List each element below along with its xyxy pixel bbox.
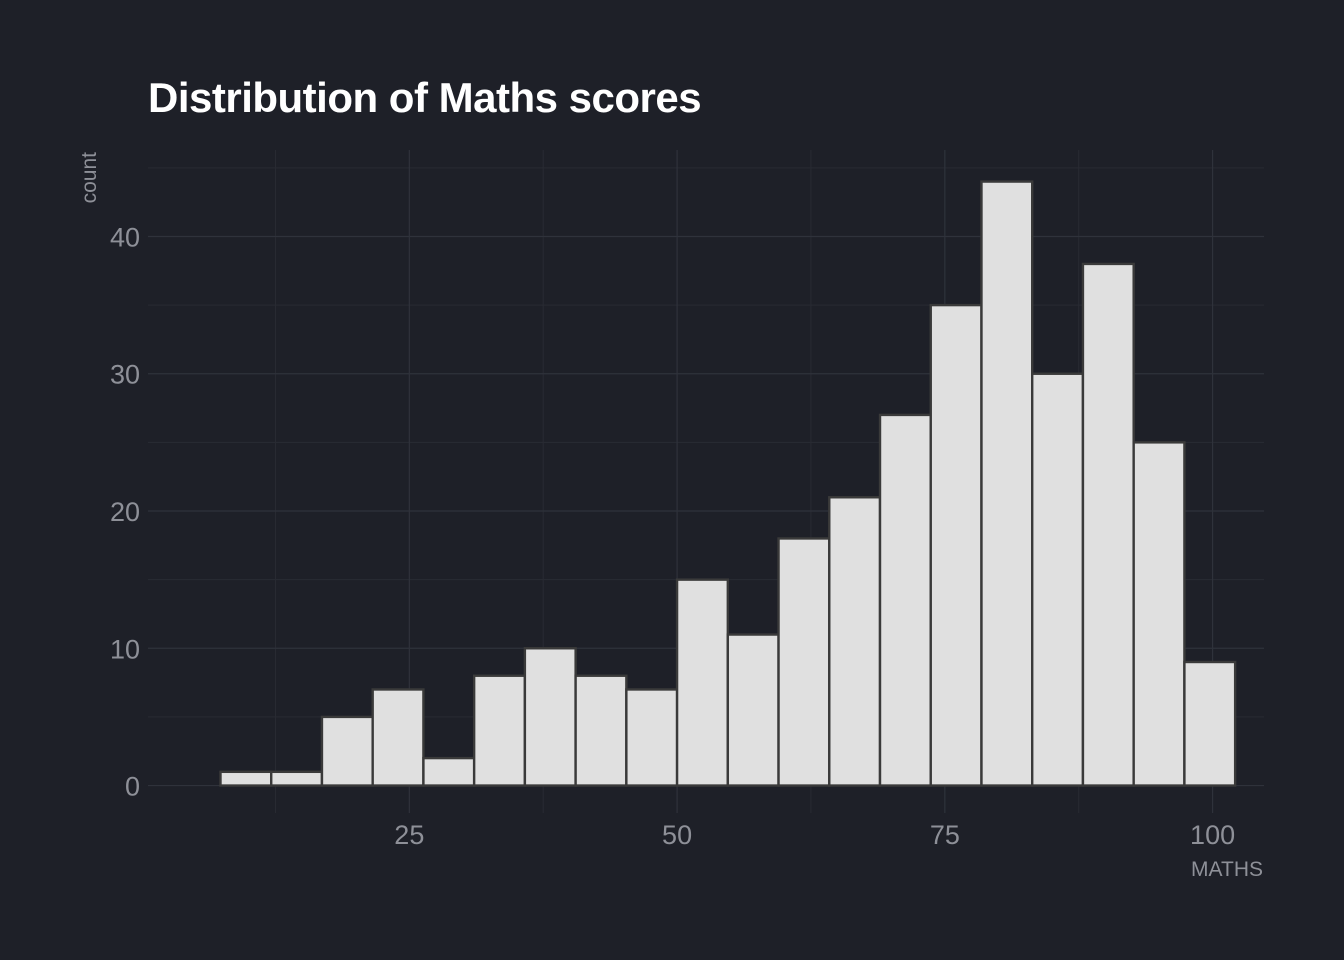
histogram-bar <box>878 413 932 787</box>
histogram-bar <box>320 715 374 787</box>
x-tick-label: 50 <box>662 820 692 850</box>
histogram-bar <box>726 633 780 787</box>
x-tick-label: 25 <box>394 820 424 850</box>
histogram-bar <box>1183 660 1237 787</box>
y-axis-title: count <box>78 152 101 204</box>
y-tick-label: 20 <box>110 497 140 527</box>
histogram-bar <box>472 674 527 787</box>
histogram-bar <box>929 303 983 787</box>
y-tick-label: 0 <box>125 772 140 802</box>
x-axis-title: MATHS <box>1191 858 1263 881</box>
labels-layer: 25 50 75 100 0 10 20 30 40 <box>110 222 1235 850</box>
histogram-bar <box>219 770 273 787</box>
histogram-bar <box>523 647 577 787</box>
y-tick-label: 10 <box>110 634 140 664</box>
histogram-bar <box>675 578 730 787</box>
histogram-bar <box>574 674 628 787</box>
histogram-bar <box>625 688 679 787</box>
histogram-bar <box>980 180 1034 787</box>
histogram-bar <box>1031 372 1085 787</box>
chart-title: Distribution of Maths scores <box>148 74 702 121</box>
histogram-bar <box>422 756 476 787</box>
histogram-bar <box>270 770 324 787</box>
bars-layer <box>219 180 1237 787</box>
histogram-bar <box>828 496 882 787</box>
histogram-bar <box>1132 441 1186 787</box>
histogram-bar <box>1081 262 1135 787</box>
histogram-bar <box>777 537 831 787</box>
x-tick-label: 75 <box>930 820 960 850</box>
y-tick-label: 30 <box>110 360 140 390</box>
x-tick-label: 100 <box>1190 820 1235 850</box>
y-tick-label: 40 <box>110 222 140 252</box>
histogram-bar <box>371 688 425 787</box>
